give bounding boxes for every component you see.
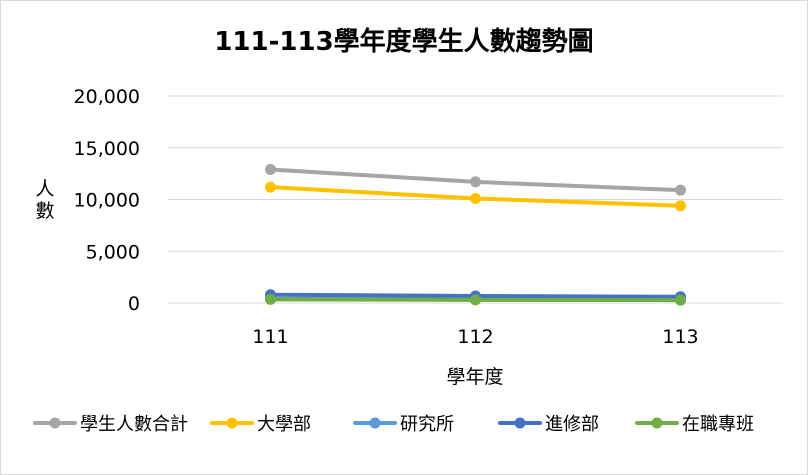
data-point [470,176,481,188]
legend: 學生人數合計 大學部 研究所 進修部 在職專班 [33,414,754,435]
legend-label: 大學部 [257,414,311,435]
y-axis-ticks: 20,000 15,000 10,000 5,000 0 [74,86,140,315]
series-lines [265,163,686,306]
y-tick-label: 10,000 [74,190,140,212]
legend-label: 在職專班 [682,414,754,435]
data-point [470,192,481,204]
series-在職專班 [265,293,686,306]
legend-item: 在職專班 [635,414,754,435]
x-axis-ticks: 111 112 113 [252,326,698,348]
x-axis-title: 學年度 [446,366,503,388]
legend-item: 學生人數合計 [33,414,188,435]
data-point [265,181,276,193]
data-point [265,293,276,305]
x-tick-label: 111 [252,326,288,348]
data-point [675,184,686,196]
series-大學部 [265,181,686,212]
chart-title: 111-113學年度學生人數趨勢圖 [214,26,593,57]
legend-marker [651,417,663,429]
data-point [675,200,686,212]
legend-marker [514,417,526,429]
legend-label: 進修部 [545,414,599,435]
x-tick-label: 112 [457,326,493,348]
legend-item: 大學部 [210,414,311,435]
data-point [675,294,686,306]
x-tick-label: 113 [662,326,698,348]
y-axis-title: 人數 [35,178,54,222]
data-point [470,294,481,306]
legend-marker [49,417,61,429]
y-tick-label: 5,000 [86,241,140,263]
legend-label: 學生人數合計 [80,414,188,435]
legend-item: 研究所 [353,414,454,435]
y-axis-title-char: 數 [35,200,54,222]
y-tick-label: 20,000 [74,86,140,108]
y-tick-label: 15,000 [74,138,140,160]
y-tick-label: 0 [128,293,140,315]
y-axis-title-char: 人 [35,178,54,200]
legend-marker [226,417,238,429]
legend-label: 研究所 [400,414,454,435]
data-point [265,163,276,175]
legend-marker [369,417,381,429]
legend-item: 進修部 [498,414,599,435]
series-學生人數合計 [265,163,686,196]
